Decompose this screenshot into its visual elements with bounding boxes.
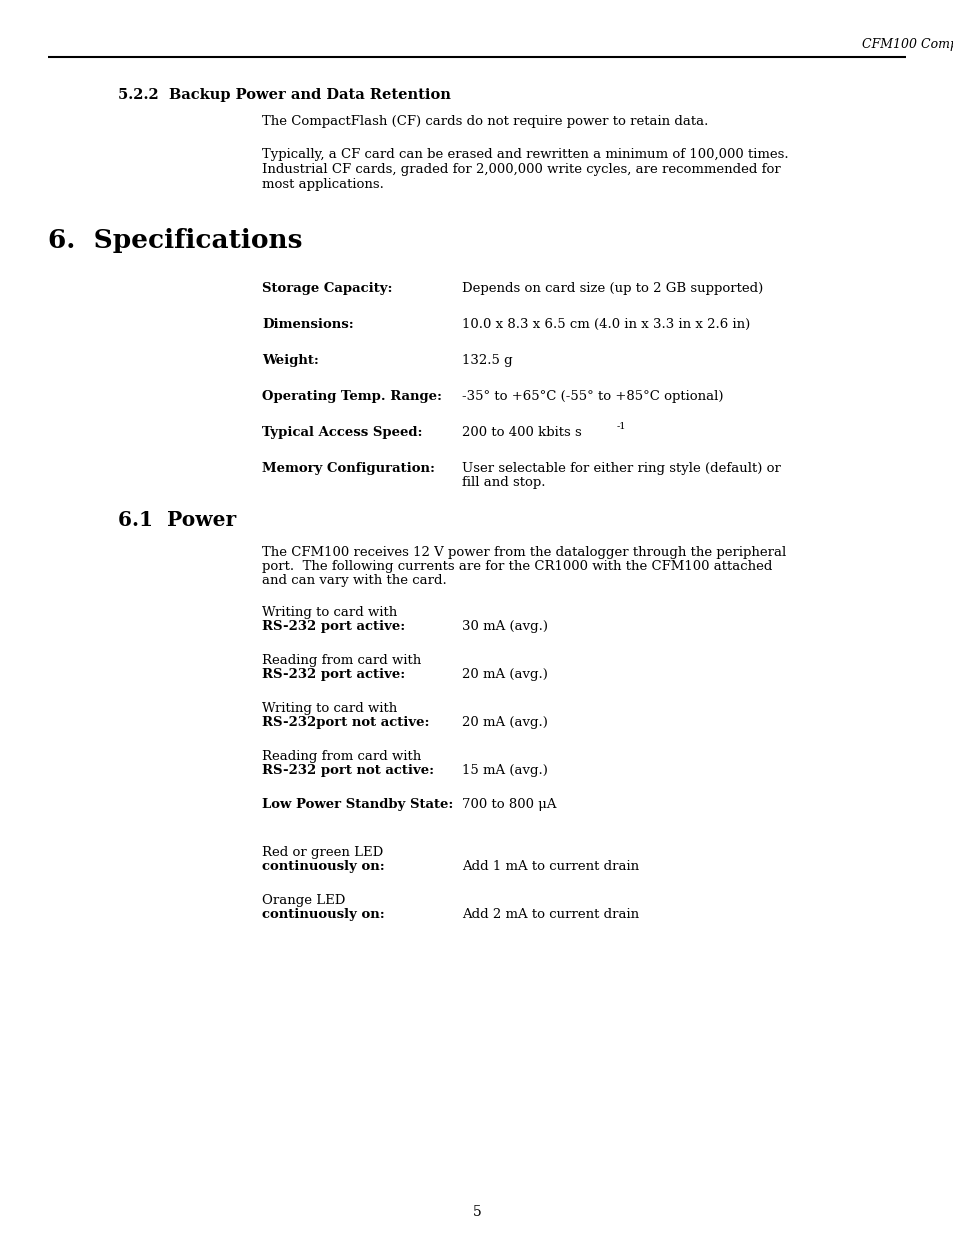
Text: 5.2.2  Backup Power and Data Retention: 5.2.2 Backup Power and Data Retention: [118, 88, 451, 103]
Text: -1: -1: [617, 422, 626, 431]
Text: Writing to card with: Writing to card with: [262, 701, 396, 715]
Text: Writing to card with: Writing to card with: [262, 606, 396, 619]
Text: 5: 5: [472, 1205, 481, 1219]
Text: Reading from card with: Reading from card with: [262, 750, 421, 763]
Text: RS-232 port active:: RS-232 port active:: [262, 668, 405, 680]
Text: 20 mA (avg.): 20 mA (avg.): [461, 716, 547, 729]
Text: CFM100 CompactFlash: CFM100 CompactFlash: [862, 38, 953, 51]
Text: Industrial CF cards, graded for 2,000,000 write cycles, are recommended for: Industrial CF cards, graded for 2,000,00…: [262, 163, 780, 177]
Text: User selectable for either ring style (default) or: User selectable for either ring style (d…: [461, 462, 781, 475]
Text: The CompactFlash (CF) cards do not require power to retain data.: The CompactFlash (CF) cards do not requi…: [262, 115, 708, 128]
Text: 30 mA (avg.): 30 mA (avg.): [461, 620, 547, 634]
Text: Add 1 mA to current drain: Add 1 mA to current drain: [461, 860, 639, 873]
Text: port.  The following currents are for the CR1000 with the CFM100 attached: port. The following currents are for the…: [262, 559, 772, 573]
Text: 132.5 g: 132.5 g: [461, 354, 512, 367]
Text: RS-232port not active:: RS-232port not active:: [262, 716, 429, 729]
Text: Storage Capacity:: Storage Capacity:: [262, 282, 392, 295]
Text: The CFM100 receives 12 V power from the datalogger through the peripheral: The CFM100 receives 12 V power from the …: [262, 546, 785, 559]
Text: Typical Access Speed:: Typical Access Speed:: [262, 426, 422, 438]
Text: RS-232 port active:: RS-232 port active:: [262, 620, 405, 634]
Text: 15 mA (avg.): 15 mA (avg.): [461, 764, 547, 777]
Text: Memory Configuration:: Memory Configuration:: [262, 462, 435, 475]
Text: 200 to 400 kbits s: 200 to 400 kbits s: [461, 426, 581, 438]
Text: continuously on:: continuously on:: [262, 860, 384, 873]
Text: Reading from card with: Reading from card with: [262, 655, 421, 667]
Text: Orange LED: Orange LED: [262, 894, 345, 906]
Text: 10.0 x 8.3 x 6.5 cm (4.0 in x 3.3 in x 2.6 in): 10.0 x 8.3 x 6.5 cm (4.0 in x 3.3 in x 2…: [461, 317, 749, 331]
Text: Operating Temp. Range:: Operating Temp. Range:: [262, 390, 441, 403]
Text: Dimensions:: Dimensions:: [262, 317, 354, 331]
Text: 6.1  Power: 6.1 Power: [118, 510, 236, 530]
Text: continuously on:: continuously on:: [262, 908, 384, 921]
Text: fill and stop.: fill and stop.: [461, 475, 545, 489]
Text: Typically, a CF card can be erased and rewritten a minimum of 100,000 times.: Typically, a CF card can be erased and r…: [262, 148, 788, 161]
Text: 6.  Specifications: 6. Specifications: [48, 228, 302, 253]
Text: and can vary with the card.: and can vary with the card.: [262, 574, 446, 587]
Text: -35° to +65°C (-55° to +85°C optional): -35° to +65°C (-55° to +85°C optional): [461, 390, 722, 403]
Text: 700 to 800 μA: 700 to 800 μA: [461, 798, 556, 811]
Text: Low Power Standby State:: Low Power Standby State:: [262, 798, 453, 811]
Text: Red or green LED: Red or green LED: [262, 846, 383, 860]
Text: most applications.: most applications.: [262, 178, 383, 191]
Text: 20 mA (avg.): 20 mA (avg.): [461, 668, 547, 680]
Text: Depends on card size (up to 2 GB supported): Depends on card size (up to 2 GB support…: [461, 282, 762, 295]
Text: Weight:: Weight:: [262, 354, 318, 367]
Text: Add 2 mA to current drain: Add 2 mA to current drain: [461, 908, 639, 921]
Text: RS-232 port not active:: RS-232 port not active:: [262, 764, 434, 777]
